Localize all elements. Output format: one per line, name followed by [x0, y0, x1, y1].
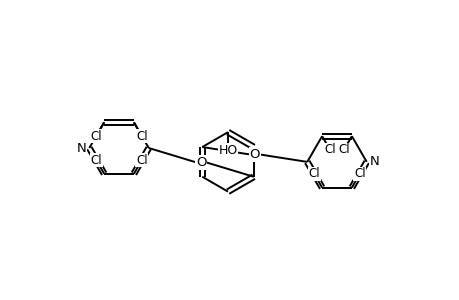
- Text: Cl: Cl: [353, 167, 365, 180]
- Text: Cl: Cl: [90, 130, 102, 142]
- Text: Cl: Cl: [337, 143, 349, 156]
- Text: O: O: [249, 148, 259, 161]
- Text: Cl: Cl: [136, 130, 147, 142]
- Text: Cl: Cl: [136, 154, 147, 166]
- Text: Cl: Cl: [324, 143, 335, 156]
- Text: N: N: [369, 155, 379, 168]
- Text: HO: HO: [218, 143, 237, 157]
- Text: Cl: Cl: [308, 167, 319, 180]
- Text: N: N: [76, 142, 86, 154]
- Text: Cl: Cl: [90, 154, 102, 166]
- Text: O: O: [196, 156, 206, 169]
